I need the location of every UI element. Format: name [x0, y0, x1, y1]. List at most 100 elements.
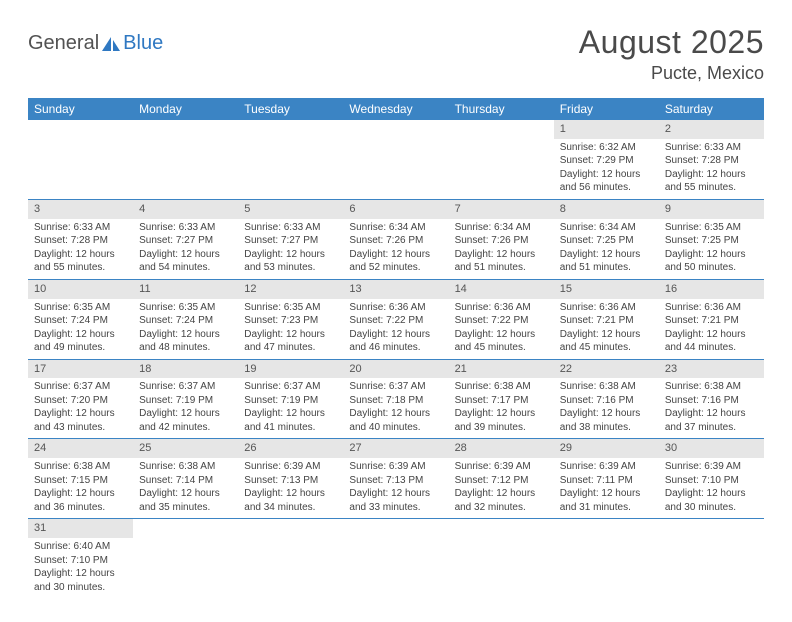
calendar-cell: [659, 519, 764, 598]
day-content: Sunrise: 6:38 AMSunset: 7:17 PMDaylight:…: [449, 378, 554, 438]
sunrise-text: Sunrise: 6:38 AM: [560, 380, 653, 394]
sunrise-text: Sunrise: 6:37 AM: [244, 380, 337, 394]
day-number: 31: [28, 519, 133, 538]
sunset-text: Sunset: 7:26 PM: [349, 234, 442, 248]
calendar-cell: 2Sunrise: 6:33 AMSunset: 7:28 PMDaylight…: [659, 120, 764, 199]
calendar-cell: 15Sunrise: 6:36 AMSunset: 7:21 PMDayligh…: [554, 279, 659, 359]
weekday-header-row: Sunday Monday Tuesday Wednesday Thursday…: [28, 98, 764, 120]
daylight-text: Daylight: 12 hours and 51 minutes.: [455, 248, 548, 275]
sunset-text: Sunset: 7:16 PM: [560, 394, 653, 408]
sunrise-text: Sunrise: 6:39 AM: [560, 460, 653, 474]
calendar-cell: 20Sunrise: 6:37 AMSunset: 7:18 PMDayligh…: [343, 359, 448, 439]
day-content: Sunrise: 6:38 AMSunset: 7:16 PMDaylight:…: [659, 378, 764, 438]
day-content: Sunrise: 6:37 AMSunset: 7:20 PMDaylight:…: [28, 378, 133, 438]
sunrise-text: Sunrise: 6:34 AM: [560, 221, 653, 235]
sunrise-text: Sunrise: 6:35 AM: [139, 301, 232, 315]
calendar-cell: [133, 519, 238, 598]
calendar-week-row: 3Sunrise: 6:33 AMSunset: 7:28 PMDaylight…: [28, 199, 764, 279]
day-number: 19: [238, 360, 343, 379]
day-content: Sunrise: 6:34 AMSunset: 7:26 PMDaylight:…: [449, 219, 554, 279]
day-number: 13: [343, 280, 448, 299]
sunset-text: Sunset: 7:11 PM: [560, 474, 653, 488]
sunset-text: Sunset: 7:19 PM: [244, 394, 337, 408]
day-number: [28, 120, 133, 124]
day-number: 7: [449, 200, 554, 219]
day-content: Sunrise: 6:35 AMSunset: 7:24 PMDaylight:…: [28, 299, 133, 359]
day-content: Sunrise: 6:39 AMSunset: 7:10 PMDaylight:…: [659, 458, 764, 518]
day-number: 10: [28, 280, 133, 299]
calendar-cell: 17Sunrise: 6:37 AMSunset: 7:20 PMDayligh…: [28, 359, 133, 439]
calendar-cell: 6Sunrise: 6:34 AMSunset: 7:26 PMDaylight…: [343, 199, 448, 279]
day-content: Sunrise: 6:35 AMSunset: 7:24 PMDaylight:…: [133, 299, 238, 359]
day-number: 25: [133, 439, 238, 458]
weekday-header: Friday: [554, 98, 659, 120]
sunset-text: Sunset: 7:23 PM: [244, 314, 337, 328]
calendar-cell: 4Sunrise: 6:33 AMSunset: 7:27 PMDaylight…: [133, 199, 238, 279]
calendar-cell: 16Sunrise: 6:36 AMSunset: 7:21 PMDayligh…: [659, 279, 764, 359]
sunset-text: Sunset: 7:19 PM: [139, 394, 232, 408]
title-block: August 2025 Pucte, Mexico: [579, 24, 764, 84]
day-content: Sunrise: 6:39 AMSunset: 7:12 PMDaylight:…: [449, 458, 554, 518]
day-number: 24: [28, 439, 133, 458]
day-number: 28: [449, 439, 554, 458]
calendar-cell: 7Sunrise: 6:34 AMSunset: 7:26 PMDaylight…: [449, 199, 554, 279]
daylight-text: Daylight: 12 hours and 49 minutes.: [34, 328, 127, 355]
calendar-week-row: 31Sunrise: 6:40 AMSunset: 7:10 PMDayligh…: [28, 519, 764, 598]
sunset-text: Sunset: 7:28 PM: [34, 234, 127, 248]
sunrise-text: Sunrise: 6:36 AM: [455, 301, 548, 315]
sunset-text: Sunset: 7:25 PM: [560, 234, 653, 248]
sunset-text: Sunset: 7:27 PM: [139, 234, 232, 248]
day-number: 14: [449, 280, 554, 299]
sunrise-text: Sunrise: 6:37 AM: [139, 380, 232, 394]
sunset-text: Sunset: 7:21 PM: [665, 314, 758, 328]
daylight-text: Daylight: 12 hours and 45 minutes.: [560, 328, 653, 355]
day-number: 9: [659, 200, 764, 219]
day-content: Sunrise: 6:37 AMSunset: 7:18 PMDaylight:…: [343, 378, 448, 438]
day-number: 2: [659, 120, 764, 139]
day-content: Sunrise: 6:38 AMSunset: 7:14 PMDaylight:…: [133, 458, 238, 518]
brand-part1: General: [28, 32, 99, 55]
sunset-text: Sunset: 7:22 PM: [349, 314, 442, 328]
sunrise-text: Sunrise: 6:39 AM: [665, 460, 758, 474]
day-content: Sunrise: 6:33 AMSunset: 7:28 PMDaylight:…: [659, 139, 764, 199]
day-content: Sunrise: 6:40 AMSunset: 7:10 PMDaylight:…: [28, 538, 133, 598]
day-content: Sunrise: 6:35 AMSunset: 7:23 PMDaylight:…: [238, 299, 343, 359]
sunset-text: Sunset: 7:20 PM: [34, 394, 127, 408]
day-number: 11: [133, 280, 238, 299]
sunrise-text: Sunrise: 6:35 AM: [34, 301, 127, 315]
daylight-text: Daylight: 12 hours and 39 minutes.: [455, 407, 548, 434]
daylight-text: Daylight: 12 hours and 33 minutes.: [349, 487, 442, 514]
day-content: Sunrise: 6:34 AMSunset: 7:26 PMDaylight:…: [343, 219, 448, 279]
calendar-cell: [343, 519, 448, 598]
day-number: 5: [238, 200, 343, 219]
sunset-text: Sunset: 7:21 PM: [560, 314, 653, 328]
weekday-header: Sunday: [28, 98, 133, 120]
daylight-text: Daylight: 12 hours and 46 minutes.: [349, 328, 442, 355]
sunrise-text: Sunrise: 6:33 AM: [244, 221, 337, 235]
day-number: [238, 519, 343, 523]
calendar-cell: 14Sunrise: 6:36 AMSunset: 7:22 PMDayligh…: [449, 279, 554, 359]
day-number: 21: [449, 360, 554, 379]
daylight-text: Daylight: 12 hours and 55 minutes.: [665, 168, 758, 195]
daylight-text: Daylight: 12 hours and 34 minutes.: [244, 487, 337, 514]
brand-logo: General Blue: [28, 24, 163, 55]
sunset-text: Sunset: 7:24 PM: [34, 314, 127, 328]
sunrise-text: Sunrise: 6:40 AM: [34, 540, 127, 554]
calendar-cell: 22Sunrise: 6:38 AMSunset: 7:16 PMDayligh…: [554, 359, 659, 439]
calendar-cell: 24Sunrise: 6:38 AMSunset: 7:15 PMDayligh…: [28, 439, 133, 519]
calendar-cell: 21Sunrise: 6:38 AMSunset: 7:17 PMDayligh…: [449, 359, 554, 439]
calendar-cell: [238, 519, 343, 598]
daylight-text: Daylight: 12 hours and 38 minutes.: [560, 407, 653, 434]
day-content: Sunrise: 6:37 AMSunset: 7:19 PMDaylight:…: [238, 378, 343, 438]
day-number: 30: [659, 439, 764, 458]
sunrise-text: Sunrise: 6:39 AM: [455, 460, 548, 474]
sunset-text: Sunset: 7:29 PM: [560, 154, 653, 168]
day-number: 18: [133, 360, 238, 379]
day-content: Sunrise: 6:35 AMSunset: 7:25 PMDaylight:…: [659, 219, 764, 279]
calendar-cell: 19Sunrise: 6:37 AMSunset: 7:19 PMDayligh…: [238, 359, 343, 439]
sunset-text: Sunset: 7:22 PM: [455, 314, 548, 328]
day-number: [133, 120, 238, 124]
day-number: [449, 519, 554, 523]
daylight-text: Daylight: 12 hours and 44 minutes.: [665, 328, 758, 355]
day-content: Sunrise: 6:33 AMSunset: 7:27 PMDaylight:…: [238, 219, 343, 279]
